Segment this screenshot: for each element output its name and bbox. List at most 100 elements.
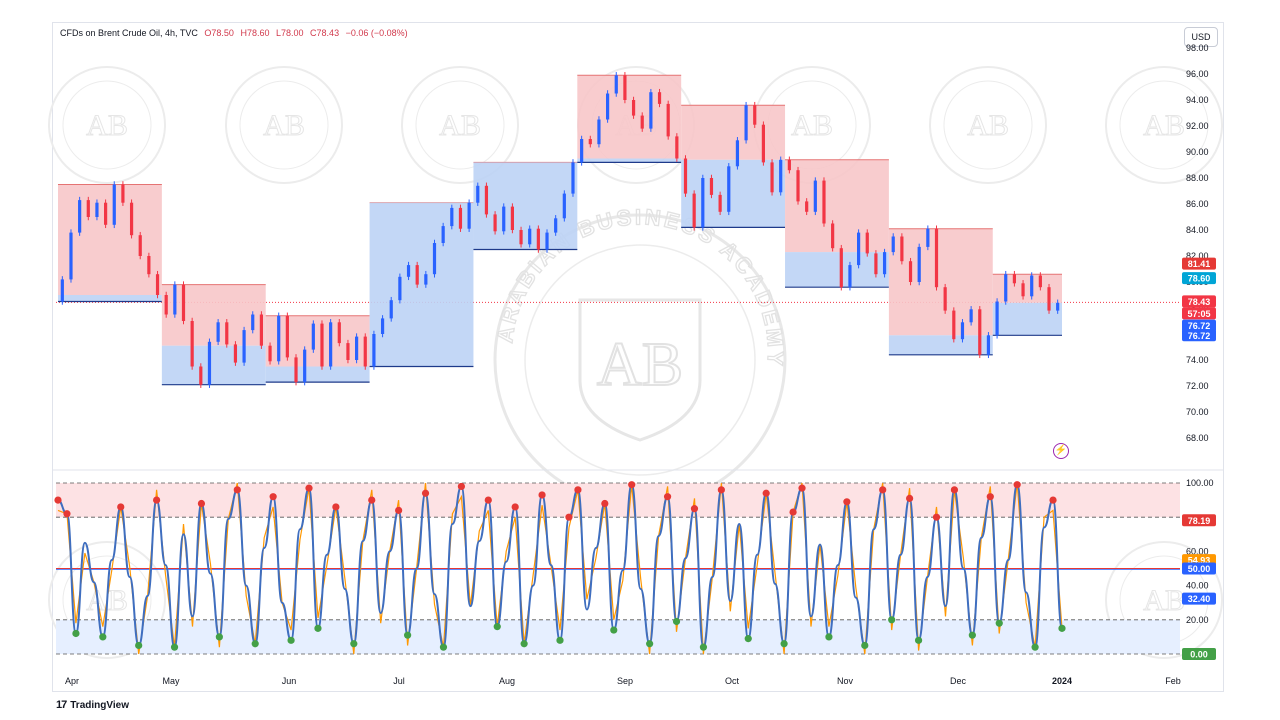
oversold-dot (520, 640, 528, 648)
candle-body (640, 115, 644, 129)
price-label-box (1182, 307, 1216, 320)
candle-body (95, 202, 99, 217)
candle-body (320, 323, 324, 367)
lightning-icon[interactable]: ⚡ (1053, 443, 1069, 459)
candle-body (294, 357, 298, 383)
candle-body (874, 253, 878, 275)
overbought-dot (843, 498, 851, 506)
overbought-dot (879, 486, 887, 494)
tradingview-name: TradingView (70, 699, 129, 711)
candle-body (112, 184, 116, 225)
price-label-box (1182, 257, 1216, 270)
time-tick: Jul (393, 676, 405, 686)
oversold-band (56, 619, 1180, 654)
time-axis[interactable]: Apr May Jun Jul Aug Sep Oct Nov Dec 2024 Feb (65, 676, 1181, 686)
support-zone (681, 159, 786, 228)
candle-body (528, 228, 532, 245)
overbought-dot (762, 489, 770, 497)
watermark-seal: AB (1105, 66, 1223, 184)
candle-body (450, 207, 454, 227)
time-tick: Dec (950, 676, 967, 686)
candle-body (406, 265, 411, 277)
currency-button[interactable]: USD (1184, 27, 1218, 47)
oversold-dot (170, 643, 179, 651)
watermark-initials: AB (1143, 584, 1185, 617)
overbought-dot (511, 503, 519, 511)
price-label-high: 78.60 (1182, 272, 1216, 285)
overbought-dot (269, 493, 277, 501)
candle-body (597, 119, 601, 145)
oversold-dot (610, 626, 618, 634)
watermark-ring-inner (1119, 80, 1209, 170)
candle-body (337, 322, 341, 344)
watermark-initials: AB (967, 109, 1009, 142)
osc-label-box (1182, 592, 1216, 605)
osc-label-floor: 0.00 (1182, 648, 1216, 660)
candle-body (813, 180, 817, 212)
candle-body (190, 321, 194, 367)
candle-body (60, 279, 64, 302)
overbought-dot (538, 491, 546, 499)
candle-body (839, 248, 843, 288)
overbought-dot (789, 508, 797, 516)
watermark-seal: AB (929, 66, 1047, 184)
candle-body (277, 315, 281, 362)
oversold-dot (493, 623, 501, 631)
candle-body (744, 105, 748, 141)
price-tick: 94.00 (1186, 95, 1209, 105)
candle-body (346, 343, 350, 360)
low-value: L78.00 (276, 28, 304, 38)
candle-body (960, 322, 965, 340)
candle-body (787, 159, 791, 171)
osc-label-text: 50.00 (1188, 564, 1211, 574)
price-label-resistance-level: 81.41 (1182, 257, 1216, 270)
candle-body (1047, 287, 1051, 311)
candle-body (476, 185, 480, 203)
high-value: H78.60 (240, 28, 270, 38)
overbought-dot (574, 486, 582, 494)
oversold-dot (699, 643, 708, 651)
resistance-zone (785, 159, 889, 253)
candle-body (441, 226, 445, 243)
osc-label-stoch-k: 32.40 (1182, 592, 1216, 605)
support-zone (992, 302, 1062, 336)
candle-body (882, 252, 887, 275)
oversold-dot (314, 624, 322, 632)
candle-body (562, 193, 566, 219)
price-label-text: 78.60 (1188, 274, 1211, 284)
price-label-support-level: 76.72 (1182, 319, 1216, 332)
overbought-dot (63, 510, 71, 518)
candle-body (657, 92, 662, 104)
oversold-dot (135, 641, 143, 650)
candle-body (121, 184, 125, 203)
watermark-ring (929, 66, 1047, 184)
candle-body (1030, 275, 1034, 297)
overbought-band (56, 483, 1180, 518)
overbought-dot (798, 484, 806, 492)
candle-body (571, 162, 575, 194)
candle-body (779, 159, 783, 193)
overbought-dot (628, 481, 636, 489)
candle-body (242, 330, 246, 363)
oversold-dot (215, 633, 223, 641)
overbought-dot (690, 505, 699, 513)
candle-body (995, 301, 999, 336)
symbol-title[interactable]: CFDs on Brent Crude Oil, 4h, TVC (60, 28, 198, 38)
resistance-zone (265, 315, 370, 367)
time-tick: Apr (65, 676, 79, 686)
price-axis[interactable]: 98.00 96.00 94.00 92.00 90.00 88.00 86.00 84.00… (1186, 43, 1214, 625)
price-label-box (1182, 329, 1216, 342)
candle-body (355, 336, 359, 360)
oversold-dot (556, 636, 564, 644)
resistance-zone (161, 284, 266, 346)
price-tick: 74.00 (1186, 355, 1209, 365)
time-tick: Nov (837, 676, 854, 686)
overbought-dot (484, 496, 492, 504)
candle-body (86, 200, 90, 217)
candle-body (926, 228, 930, 247)
oversold-dot (251, 640, 259, 648)
osc-label-text: 54.93 (1188, 556, 1211, 566)
time-tick: Aug (499, 676, 515, 686)
candle-body (1056, 302, 1060, 311)
